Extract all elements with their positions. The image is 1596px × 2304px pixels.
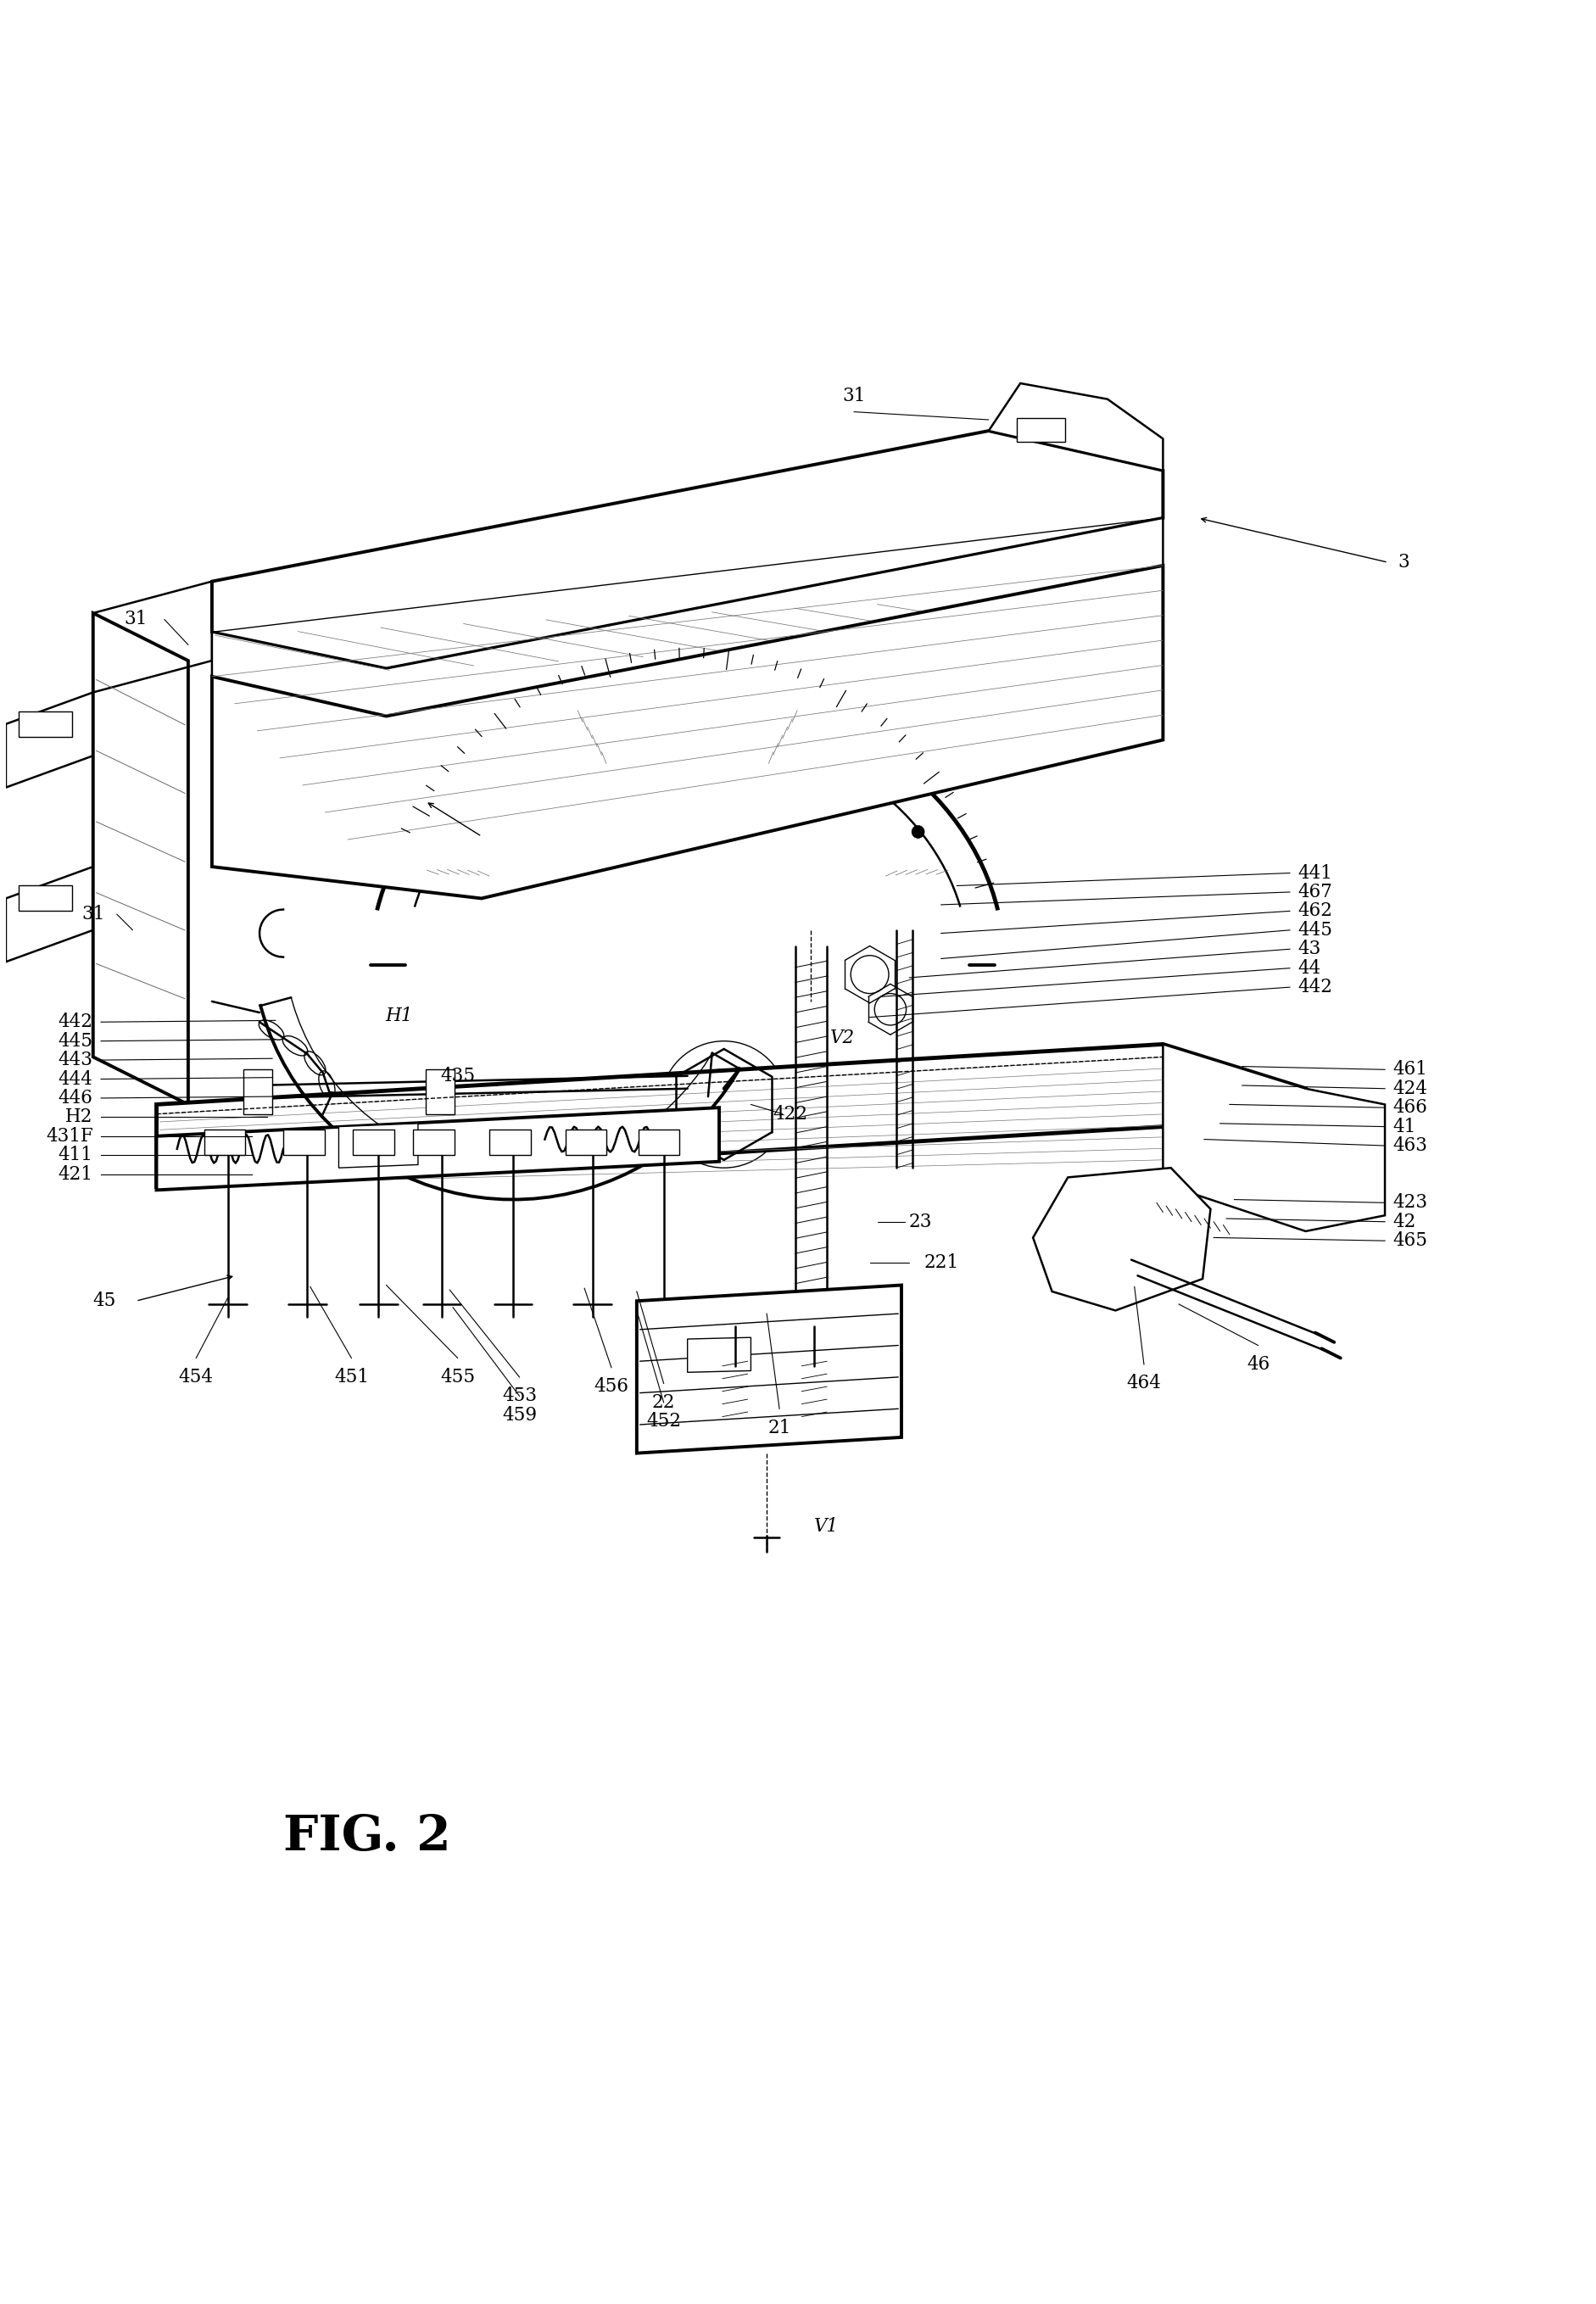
- Text: 31: 31: [81, 905, 105, 924]
- Text: V2: V2: [830, 1028, 855, 1048]
- Text: V1: V1: [814, 1516, 838, 1534]
- Text: 435: 435: [440, 1067, 476, 1085]
- Text: H1: H1: [385, 1007, 412, 1025]
- Circle shape: [626, 698, 638, 712]
- Circle shape: [911, 825, 924, 839]
- Text: 467: 467: [1298, 882, 1331, 901]
- Text: 441: 441: [1298, 864, 1331, 882]
- Polygon shape: [19, 712, 72, 737]
- Polygon shape: [156, 1108, 718, 1191]
- Text: 431F: 431F: [46, 1127, 93, 1145]
- Polygon shape: [426, 1069, 455, 1113]
- Polygon shape: [212, 431, 1162, 668]
- Text: 422: 422: [772, 1104, 808, 1124]
- Circle shape: [547, 728, 560, 740]
- Text: 41: 41: [1392, 1117, 1416, 1136]
- Text: 444: 444: [59, 1069, 93, 1087]
- Text: 44: 44: [1298, 958, 1320, 977]
- Text: 462: 462: [1298, 901, 1331, 919]
- Polygon shape: [156, 1044, 1306, 1187]
- Circle shape: [859, 760, 871, 774]
- Polygon shape: [338, 1124, 418, 1168]
- Text: 445: 445: [59, 1032, 93, 1051]
- Text: 453: 453: [501, 1387, 536, 1405]
- Polygon shape: [353, 1129, 394, 1154]
- Text: 443: 443: [59, 1051, 93, 1069]
- Text: 423: 423: [1392, 1193, 1427, 1212]
- Text: 43: 43: [1298, 940, 1320, 958]
- Text: 466: 466: [1392, 1099, 1427, 1117]
- Polygon shape: [19, 885, 72, 910]
- Text: FIG. 2: FIG. 2: [282, 1813, 450, 1859]
- Text: 452: 452: [646, 1412, 681, 1431]
- Text: 461: 461: [1392, 1060, 1427, 1078]
- Polygon shape: [212, 564, 1162, 899]
- Text: 445: 445: [1298, 922, 1331, 940]
- Text: 459: 459: [501, 1405, 536, 1424]
- Text: 446: 446: [59, 1090, 93, 1108]
- Text: 463: 463: [1392, 1136, 1427, 1154]
- Text: 46: 46: [1246, 1355, 1269, 1373]
- Circle shape: [709, 694, 721, 707]
- Text: 45: 45: [93, 1293, 115, 1311]
- Polygon shape: [638, 1129, 680, 1154]
- Text: 454: 454: [179, 1369, 214, 1387]
- Polygon shape: [244, 1069, 271, 1113]
- Polygon shape: [688, 1336, 750, 1373]
- Text: 455: 455: [440, 1369, 476, 1387]
- Text: 442: 442: [59, 1014, 93, 1032]
- Text: 21: 21: [768, 1419, 790, 1438]
- Text: 451: 451: [334, 1369, 369, 1387]
- Text: H2: H2: [65, 1108, 93, 1127]
- Polygon shape: [204, 1129, 246, 1154]
- Text: 221: 221: [922, 1253, 958, 1272]
- Text: 23: 23: [908, 1212, 932, 1230]
- Polygon shape: [637, 1286, 902, 1454]
- Polygon shape: [988, 382, 1162, 470]
- Text: 442: 442: [1298, 977, 1331, 998]
- Text: 456: 456: [594, 1378, 629, 1396]
- Text: 411: 411: [59, 1145, 93, 1164]
- Circle shape: [788, 714, 801, 728]
- Polygon shape: [282, 1129, 324, 1154]
- Text: 22: 22: [651, 1394, 675, 1412]
- Text: 465: 465: [1392, 1230, 1427, 1251]
- Text: 42: 42: [1392, 1212, 1416, 1230]
- Polygon shape: [212, 518, 1162, 717]
- Text: 31: 31: [124, 611, 147, 629]
- Text: 31: 31: [841, 387, 865, 406]
- Text: 464: 464: [1127, 1373, 1160, 1392]
- Polygon shape: [1017, 417, 1065, 442]
- Text: 421: 421: [59, 1166, 93, 1184]
- Text: 3: 3: [1398, 553, 1409, 571]
- Text: 424: 424: [1392, 1078, 1427, 1099]
- Polygon shape: [1033, 1168, 1210, 1311]
- Polygon shape: [565, 1129, 606, 1154]
- Polygon shape: [413, 1129, 455, 1154]
- Polygon shape: [488, 1129, 530, 1154]
- Polygon shape: [1162, 1044, 1384, 1230]
